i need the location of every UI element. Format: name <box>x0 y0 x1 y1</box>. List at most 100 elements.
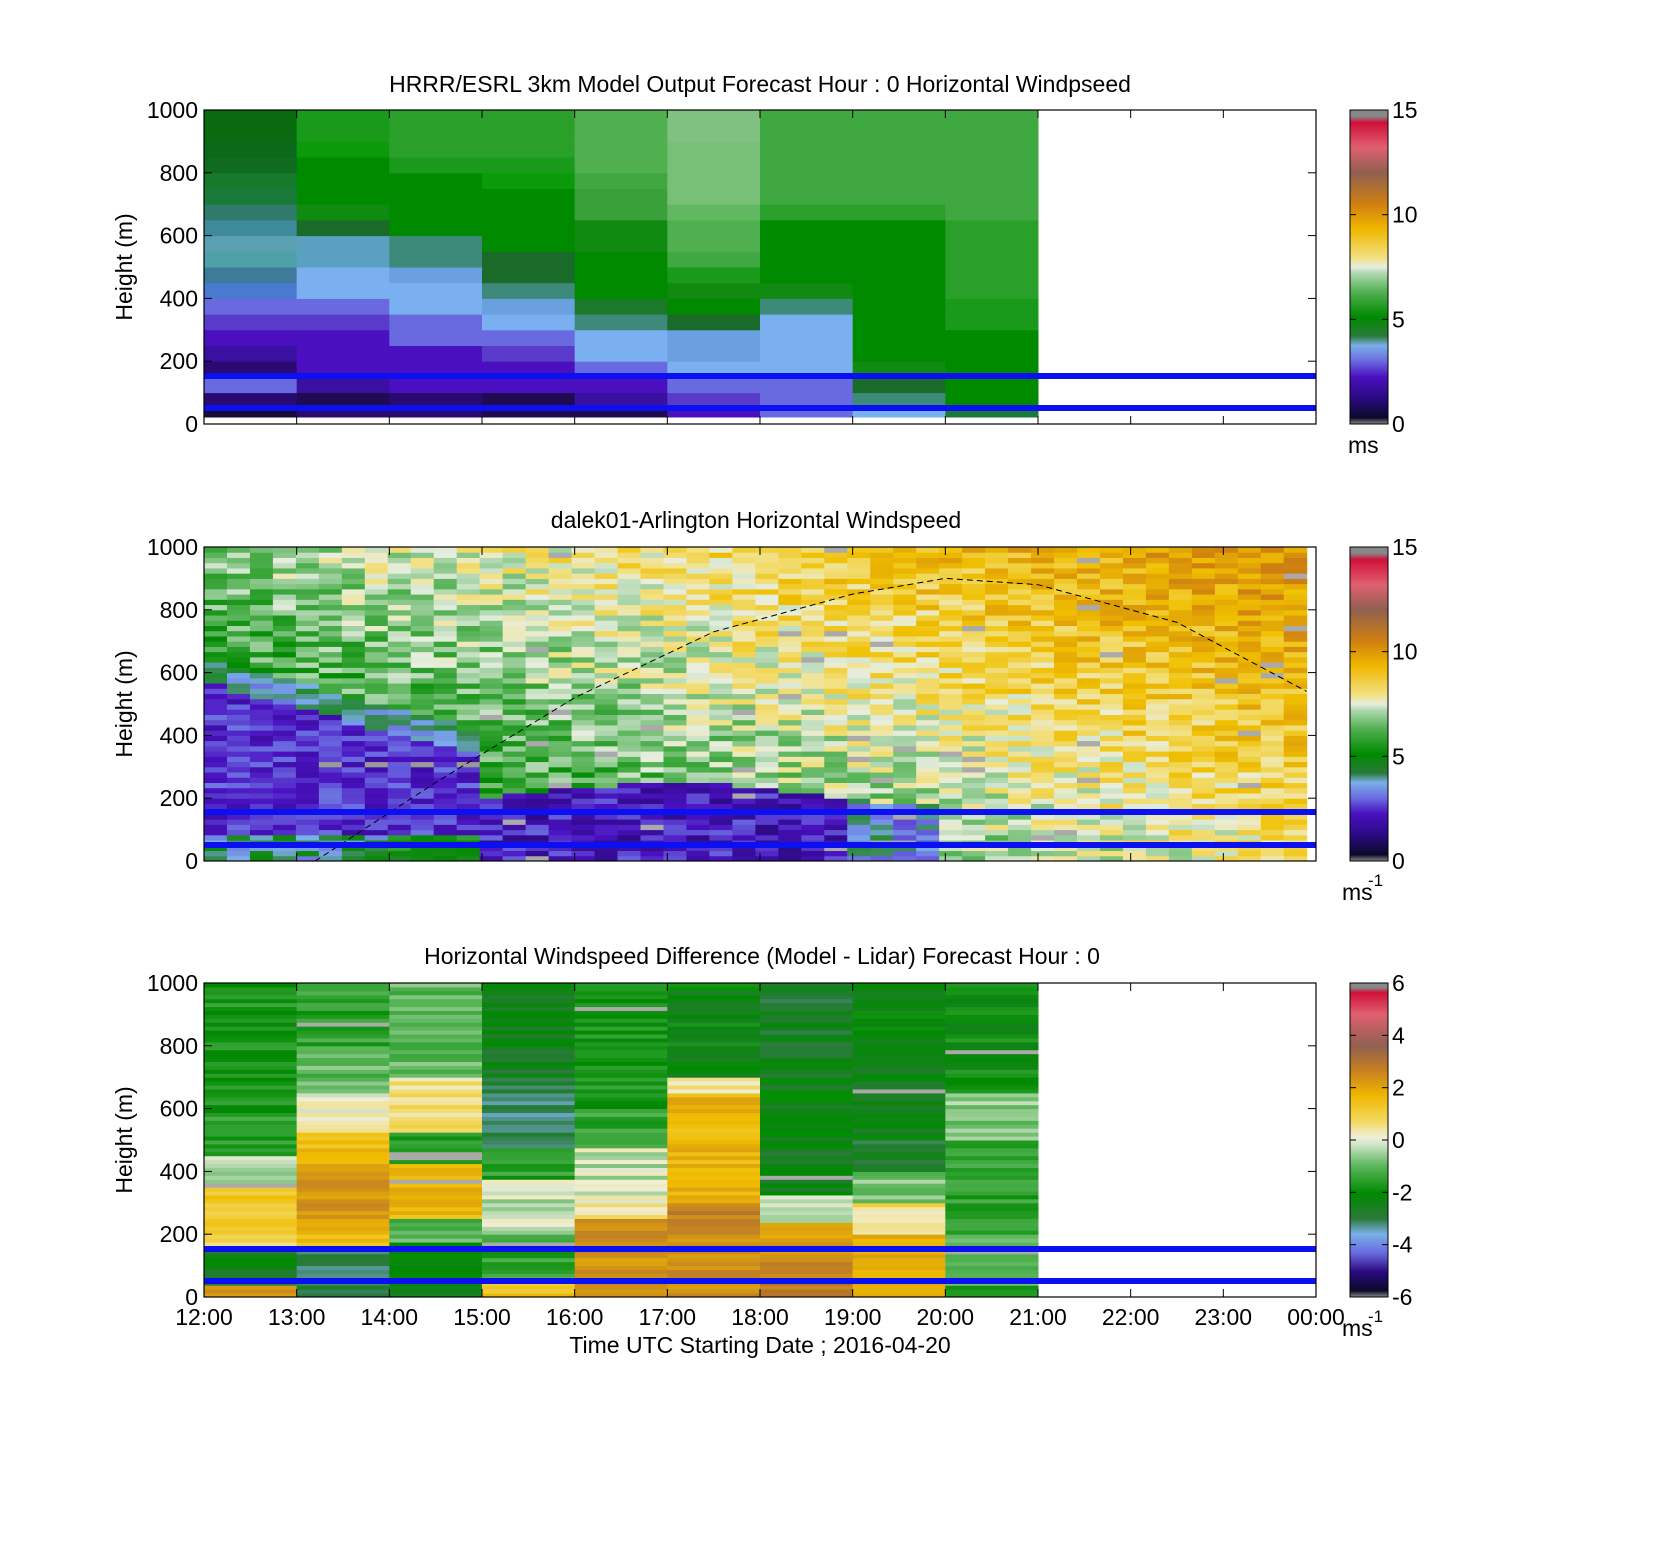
heatmap-cell <box>364 772 389 778</box>
heatmap-cell <box>1168 683 1193 689</box>
heatmap-cell <box>985 567 1009 574</box>
heatmap-cell <box>204 547 228 553</box>
heatmap-cell <box>204 998 298 1004</box>
heatmap-cell <box>945 998 1039 1004</box>
heatmap-cell <box>732 772 756 778</box>
heatmap-cell <box>1214 599 1239 606</box>
heatmap-cell <box>640 730 664 736</box>
heatmap-cell <box>482 1128 576 1133</box>
heatmap-cell <box>502 578 527 585</box>
heatmap-cell <box>433 557 458 564</box>
heatmap-cell <box>939 646 963 653</box>
heatmap-cell <box>755 635 779 642</box>
heatmap-cell <box>525 824 550 831</box>
heatmap-cell <box>482 267 576 284</box>
heatmap-cell <box>1008 583 1032 590</box>
heatmap-cell <box>456 829 481 836</box>
heatmap-cell <box>1191 824 1216 831</box>
heatmap-cell <box>389 983 483 988</box>
heatmap-cell <box>226 683 251 689</box>
heatmap-cell <box>204 329 298 346</box>
heatmap-cell <box>318 615 343 621</box>
heatmap-cell <box>663 662 687 668</box>
heatmap-cell <box>1031 787 1055 794</box>
heatmap-cell <box>548 547 573 553</box>
heatmap-cell <box>204 599 228 606</box>
heatmap-cell <box>387 834 412 841</box>
heatmap-cell <box>433 698 458 705</box>
heatmap-cell <box>204 392 298 409</box>
heatmap-cell <box>1008 782 1032 789</box>
heatmap-cell <box>709 573 733 579</box>
heatmap-cell <box>1076 562 1101 569</box>
heatmap-cell <box>295 672 320 679</box>
heatmap-cell <box>482 1037 576 1043</box>
heatmap-cell <box>594 562 619 569</box>
y-tick-label: 1000 <box>147 970 198 996</box>
heatmap-cell <box>571 730 596 736</box>
heatmap-cell <box>916 803 940 810</box>
heatmap-cell <box>548 683 573 689</box>
heatmap-cell <box>663 751 687 757</box>
heatmap-cell <box>433 693 458 700</box>
heatmap-cell <box>364 798 389 804</box>
heatmap-cell <box>525 688 550 695</box>
heatmap-cell <box>617 683 641 689</box>
heatmap-cell <box>574 1222 668 1227</box>
heatmap-cell <box>617 704 641 710</box>
heatmap-cell <box>204 730 228 736</box>
heatmap-cell <box>847 635 871 642</box>
heatmap-cell <box>296 1198 390 1204</box>
heatmap-cell <box>852 219 946 237</box>
heatmap-cell <box>296 1034 390 1039</box>
heatmap-cell <box>686 651 710 658</box>
heatmap-cell <box>204 1006 298 1011</box>
heatmap-cell <box>801 777 825 783</box>
heatmap-cell <box>1054 777 1078 783</box>
heatmap-cell <box>893 562 917 569</box>
heatmap-cell <box>1099 777 1124 783</box>
heatmap-cell <box>272 620 297 626</box>
heatmap-cell <box>760 1128 854 1133</box>
heatmap-cell <box>1283 609 1308 616</box>
heatmap-cell <box>732 766 756 773</box>
heatmap-cell <box>962 787 986 794</box>
y-tick-label: 200 <box>160 1221 198 1247</box>
heatmap-cell <box>847 745 871 752</box>
heatmap-cell <box>295 594 320 600</box>
heatmap-cell <box>525 724 550 731</box>
heatmap-cell <box>985 630 1009 637</box>
heatmap-cell <box>1076 667 1101 674</box>
heatmap-cell <box>1191 651 1216 658</box>
heatmap-cell <box>778 834 802 841</box>
heatmap-cell <box>939 787 963 794</box>
heatmap-cell <box>939 719 963 726</box>
heatmap-cell <box>1237 630 1262 637</box>
heatmap-cell <box>389 1257 483 1263</box>
heatmap-cell <box>410 609 435 616</box>
heatmap-cell <box>433 845 458 852</box>
heatmap-cell <box>1099 819 1124 825</box>
heatmap-cell <box>548 834 573 841</box>
heatmap-cell <box>760 1100 854 1106</box>
heatmap-cell <box>852 1143 946 1149</box>
heatmap-cell <box>617 567 641 574</box>
heatmap-cell <box>389 994 483 1000</box>
heatmap-cell <box>482 298 576 315</box>
heatmap-cell <box>939 850 963 857</box>
heatmap-cell <box>482 1155 576 1161</box>
heatmap-cell <box>686 819 710 825</box>
heatmap-cell <box>249 756 274 763</box>
heatmap-cell <box>296 1061 390 1066</box>
heatmap-cell <box>985 557 1009 564</box>
heatmap-cell <box>1191 845 1216 852</box>
heatmap-cell <box>1122 683 1147 689</box>
heatmap-cell <box>295 756 320 763</box>
heatmap-cell <box>852 1242 946 1247</box>
heatmap-cell <box>852 1230 946 1235</box>
heatmap-cell <box>1099 604 1124 611</box>
heatmap-cell <box>226 777 251 783</box>
heatmap-cell <box>1076 688 1101 695</box>
heatmap-cell <box>482 1226 576 1231</box>
